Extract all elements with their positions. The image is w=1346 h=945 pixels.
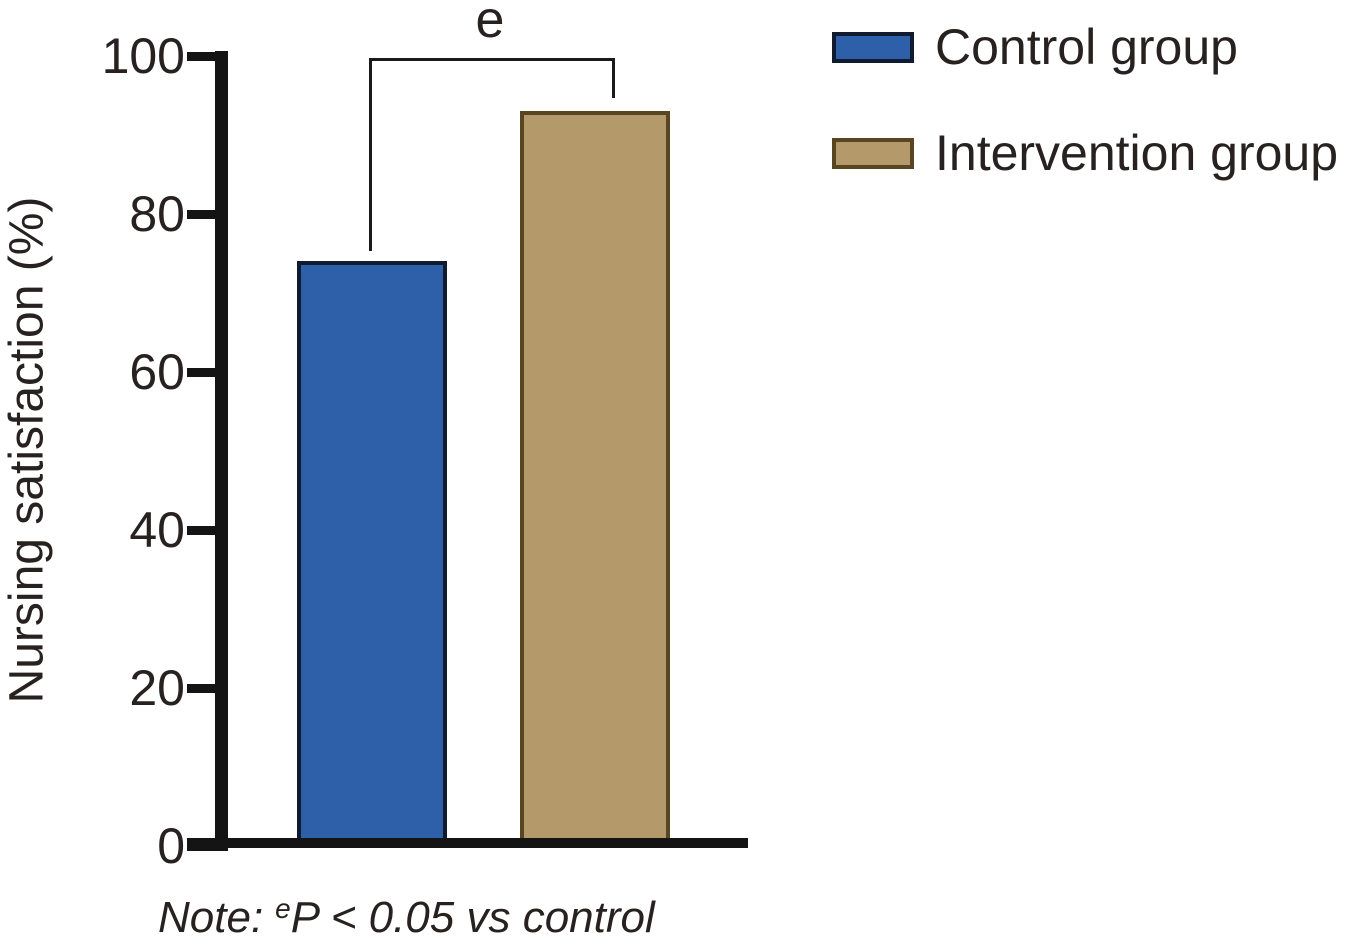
y-tick-mark	[187, 368, 228, 377]
note-text: Note: eP < 0.05 vs control	[158, 893, 655, 943]
bar-intervention-group	[520, 111, 670, 846]
y-tick-label: 80	[129, 186, 185, 242]
y-tick-label: 100	[101, 28, 185, 84]
note-body: P < 0.05 vs control	[290, 893, 655, 942]
x-axis-line	[187, 838, 748, 848]
y-tick-label: 20	[129, 660, 185, 716]
y-tick-label: 60	[129, 344, 185, 400]
y-tick-mark	[187, 210, 228, 219]
legend-label-intervention-group: Intervention group	[935, 125, 1339, 181]
note-prefix: Note:	[158, 893, 264, 942]
y-tick-mark	[187, 684, 228, 693]
y-tick-label: 40	[129, 502, 185, 558]
legend-item-control-group: Control group	[832, 19, 1238, 75]
significance-label: e	[475, 0, 505, 49]
bracket-left-line	[369, 58, 372, 251]
legend-swatch-control-group	[832, 31, 914, 63]
y-axis-title: Nursing satisfaction (%)	[0, 196, 54, 704]
legend-item-intervention-group: Intervention group	[832, 125, 1339, 181]
bracket-right-line	[612, 58, 615, 98]
y-axis-line	[215, 51, 228, 848]
legend-swatch-intervention-group	[832, 137, 914, 169]
y-tick-mark	[187, 526, 228, 535]
legend-label-control-group: Control group	[935, 19, 1238, 75]
bracket-top-line	[369, 58, 615, 61]
y-tick-label: 0	[157, 818, 185, 874]
bar-control-group	[297, 261, 447, 846]
note-superscript: e	[275, 893, 291, 924]
y-tick-mark	[187, 52, 228, 61]
